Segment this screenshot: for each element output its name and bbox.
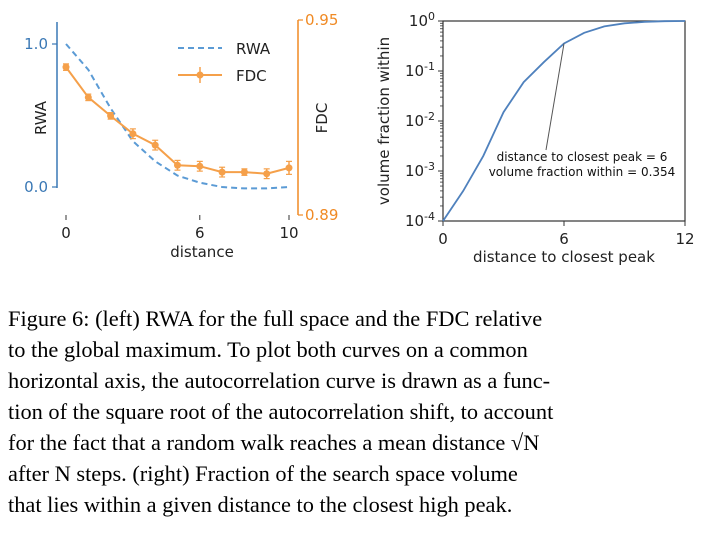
caption-line: tion of the square root of the autocorre… (8, 399, 554, 424)
figure-svg: 1.0 0.0 0.95 0.89 RWA FDC 0 6 10 distance RWA FDC 10… (24, 10, 694, 266)
x-axis-label: distance to closest peak (473, 248, 655, 266)
legend-fdc-label: FDC (236, 67, 267, 85)
x-tick-label: 10 (279, 224, 298, 242)
fdc-point (218, 168, 226, 176)
figure: 1.0 0.0 0.95 0.89 RWA FDC 0 6 10 distance RWA FDC 10… (24, 10, 694, 266)
caption-line: to the global maximum. To plot both curv… (8, 337, 528, 362)
y-tick-label: 10-2 (405, 110, 435, 130)
rwa-tick-label: 0.0 (24, 178, 48, 196)
fdc-point (151, 141, 159, 149)
y-tick-label: 10-1 (405, 60, 435, 80)
fdc-point (196, 162, 204, 170)
x-axis-label: distance (170, 243, 234, 261)
y-tick-label: 10-4 (405, 210, 435, 230)
x-tick-label: 6 (195, 224, 205, 242)
legend-fdc-marker (196, 71, 204, 79)
fdc-point (174, 161, 181, 169)
rwa-series-line (65, 43, 290, 190)
rwa-axis-label: RWA (32, 100, 50, 135)
caption-line: that lies within a given distance to the… (8, 492, 513, 517)
right-plot-frame (442, 20, 686, 222)
x-tick-label: 0 (438, 230, 448, 248)
x-tick-label: 6 (559, 230, 569, 248)
fdc-point (107, 112, 115, 120)
y-axis-label: volume fraction within (375, 37, 393, 205)
caption-line: horizontal axis, the autocorrelation cur… (8, 368, 551, 393)
annotation-pointer (545, 43, 565, 151)
fdc-point (62, 63, 70, 71)
rwa-tick-label: 1.0 (24, 35, 48, 53)
fdc-point (129, 130, 137, 138)
fdc-point (285, 164, 293, 172)
fdc-point (84, 93, 92, 101)
y-tick-label: 10-3 (405, 160, 435, 180)
x-tick-label: 12 (675, 230, 694, 248)
fdc-axis-label: FDC (313, 103, 331, 134)
fdc-point (263, 170, 271, 178)
caption-line: after N steps. (right) Fraction of the s… (8, 461, 518, 486)
legend-rwa-label: RWA (236, 40, 271, 58)
fdc-tick-label: 0.95 (305, 11, 338, 29)
figure-caption: Figure 6: (left) RWA for the full space … (8, 303, 714, 520)
caption-line: for the fact that a random walk reaches … (8, 430, 540, 455)
caption-line: Figure 6: (left) RWA for the full space … (8, 306, 543, 331)
fdc-tick-label: 0.89 (305, 206, 338, 224)
fdc-point (240, 168, 248, 176)
x-tick-label: 0 (61, 224, 71, 242)
volume-fraction-line (442, 20, 686, 222)
y-tick-label: 100 (409, 10, 435, 30)
annotation-line: distance to closest peak = 6 (497, 150, 668, 164)
annotation-line: volume fraction within = 0.354 (489, 165, 676, 179)
